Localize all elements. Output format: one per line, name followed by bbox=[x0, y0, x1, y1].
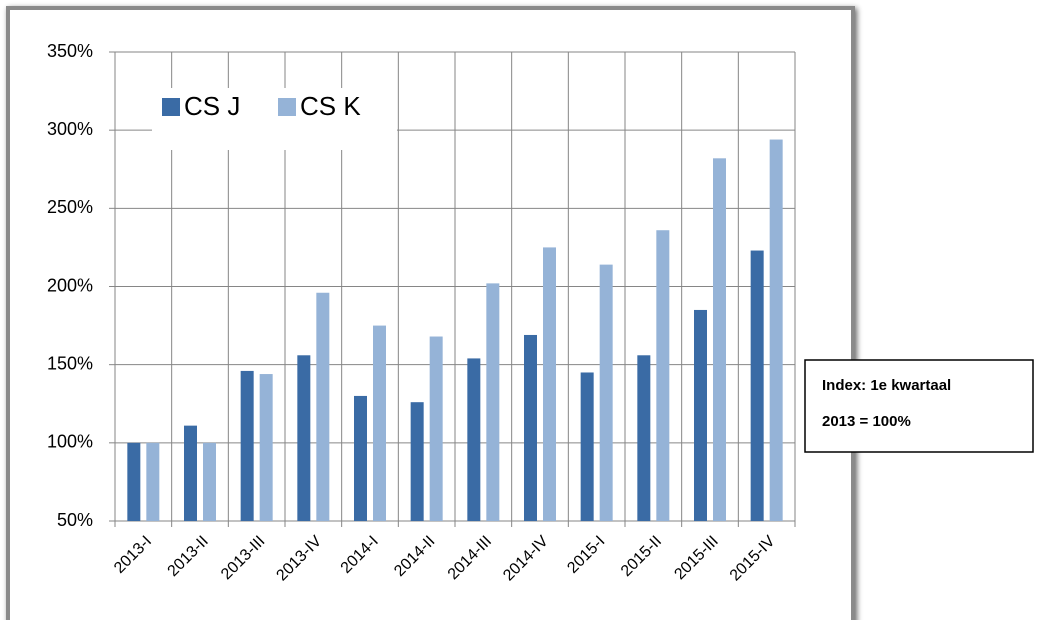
bar bbox=[240, 370, 254, 521]
bar bbox=[373, 325, 386, 521]
bar bbox=[316, 292, 330, 521]
bar bbox=[297, 355, 311, 521]
bar bbox=[259, 374, 273, 521]
y-tick-label: 250% bbox=[47, 197, 93, 217]
legend-swatch bbox=[278, 98, 296, 116]
bar bbox=[750, 250, 764, 521]
bar bbox=[713, 158, 726, 521]
annotation-box bbox=[804, 359, 1034, 453]
bar bbox=[524, 334, 537, 521]
bar bbox=[599, 264, 613, 521]
bar bbox=[637, 355, 651, 521]
bar bbox=[410, 402, 424, 521]
y-tick-label: 100% bbox=[47, 432, 93, 452]
y-tick-label: 50% bbox=[57, 510, 93, 530]
bar bbox=[769, 139, 783, 521]
bar bbox=[694, 309, 707, 521]
y-tick-label: 150% bbox=[47, 353, 93, 373]
y-tick-label: 350% bbox=[47, 41, 93, 61]
y-tick-label: 200% bbox=[47, 275, 93, 295]
bar bbox=[486, 283, 500, 521]
legend-swatch bbox=[162, 98, 180, 116]
bar bbox=[580, 372, 594, 521]
legend-box bbox=[152, 88, 397, 150]
chart-frame bbox=[6, 6, 855, 620]
bar bbox=[354, 395, 367, 521]
annotation: Index: 1e kwartaal bbox=[822, 377, 951, 394]
bar bbox=[127, 442, 141, 521]
legend-label: CS J bbox=[184, 91, 240, 121]
bar bbox=[543, 247, 556, 521]
legend-label: CS K bbox=[300, 91, 361, 121]
annotation: 2013 = 100% bbox=[822, 413, 911, 430]
bar bbox=[146, 442, 160, 521]
bar bbox=[467, 358, 481, 521]
bar bbox=[656, 230, 670, 521]
bar bbox=[429, 336, 443, 521]
bar bbox=[203, 442, 216, 521]
bar bbox=[184, 425, 197, 521]
y-tick-label: 300% bbox=[47, 119, 93, 139]
